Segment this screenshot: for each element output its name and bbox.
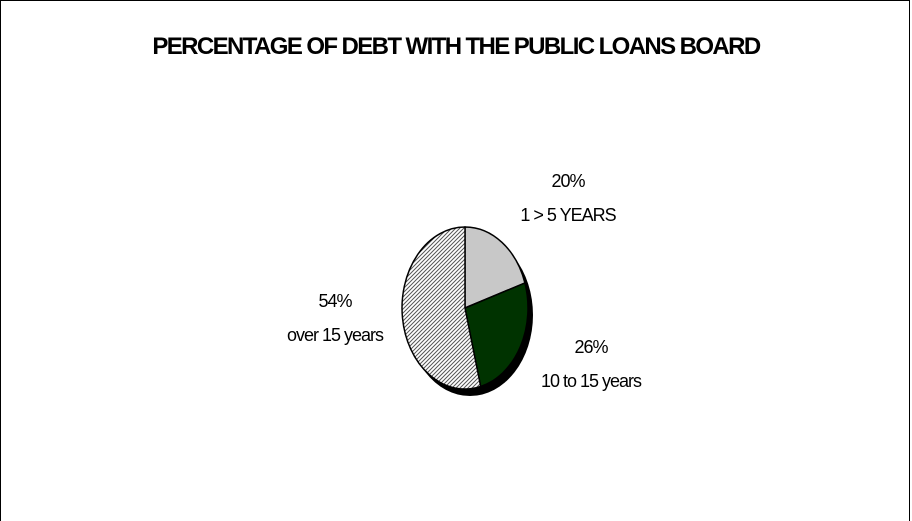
slice-category-label-1: 1 > 5 YEARS xyxy=(520,205,616,225)
slice-value-label-3: 54% xyxy=(318,291,352,311)
pie-labels: 20% 1 > 5 YEARS 26% 10 to 15 years 54% over 1… xyxy=(287,171,643,391)
pie-slice-2 xyxy=(464,281,529,388)
pie-slice-1 xyxy=(464,226,526,310)
slice-category-label-2: 10 to 15 years xyxy=(541,371,642,391)
pie-slice-3 xyxy=(401,226,482,390)
slice-value-label-1: 20% xyxy=(551,171,585,191)
pie-slices xyxy=(401,226,529,390)
slice-value-label-2: 26% xyxy=(574,337,608,357)
chart-title: PERCENTAGE OF DEBT WITH THE PUBLIC LOANS… xyxy=(152,33,761,60)
slice-category-label-3: over 15 years xyxy=(287,325,384,345)
